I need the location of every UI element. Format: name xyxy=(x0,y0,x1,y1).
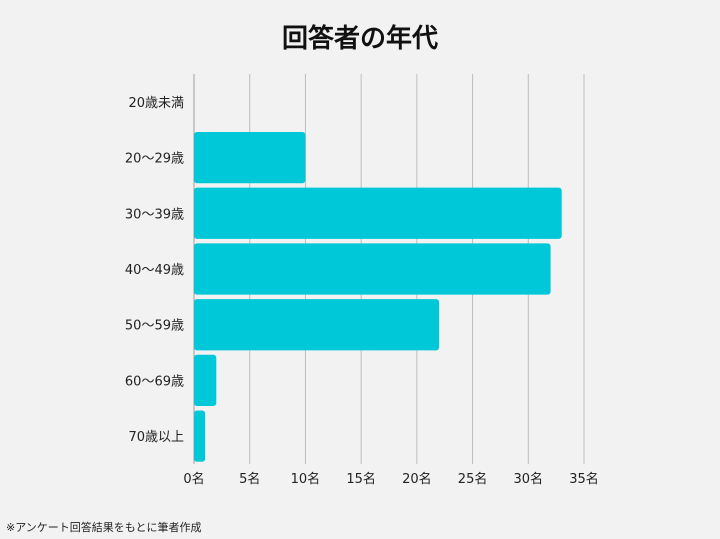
bar xyxy=(194,410,206,462)
category-label: 40〜49歳 xyxy=(125,263,184,278)
bar xyxy=(194,354,217,407)
x-tick-label: 25名 xyxy=(458,471,488,487)
bars xyxy=(194,131,562,462)
x-tick-label: 15名 xyxy=(346,471,376,487)
category-label: 20歳未満 xyxy=(128,96,184,111)
x-tick-label: 5名 xyxy=(239,471,260,487)
x-tick-label: 0名 xyxy=(183,471,204,487)
bar xyxy=(194,243,551,295)
category-label: 20〜29歳 xyxy=(125,152,184,167)
bar xyxy=(194,131,306,184)
x-tick-label: 10名 xyxy=(291,471,321,487)
category-label: 70歳以上 xyxy=(128,430,184,445)
category-label: 50〜59歳 xyxy=(125,319,184,334)
bar xyxy=(194,299,440,351)
x-tick-labels: 0名 5名 10名 15名 20名 25名 30名 35名 xyxy=(183,471,598,487)
bar xyxy=(194,187,562,239)
chart-title: 回答者の年代 xyxy=(281,24,438,54)
footnote: ※アンケート回答結果をもとに筆者作成 xyxy=(6,521,202,534)
category-labels: 20歳未満 20〜29歳 30〜39歳 40〜49歳 50〜59歳 60〜69歳 70歳以上 xyxy=(125,96,184,445)
x-tick-label: 30名 xyxy=(514,471,544,487)
x-tick-label: 35名 xyxy=(569,471,599,487)
x-tick-label: 20名 xyxy=(402,471,432,487)
category-label: 60〜69歳 xyxy=(125,374,184,389)
category-label: 30〜39歳 xyxy=(125,207,184,222)
